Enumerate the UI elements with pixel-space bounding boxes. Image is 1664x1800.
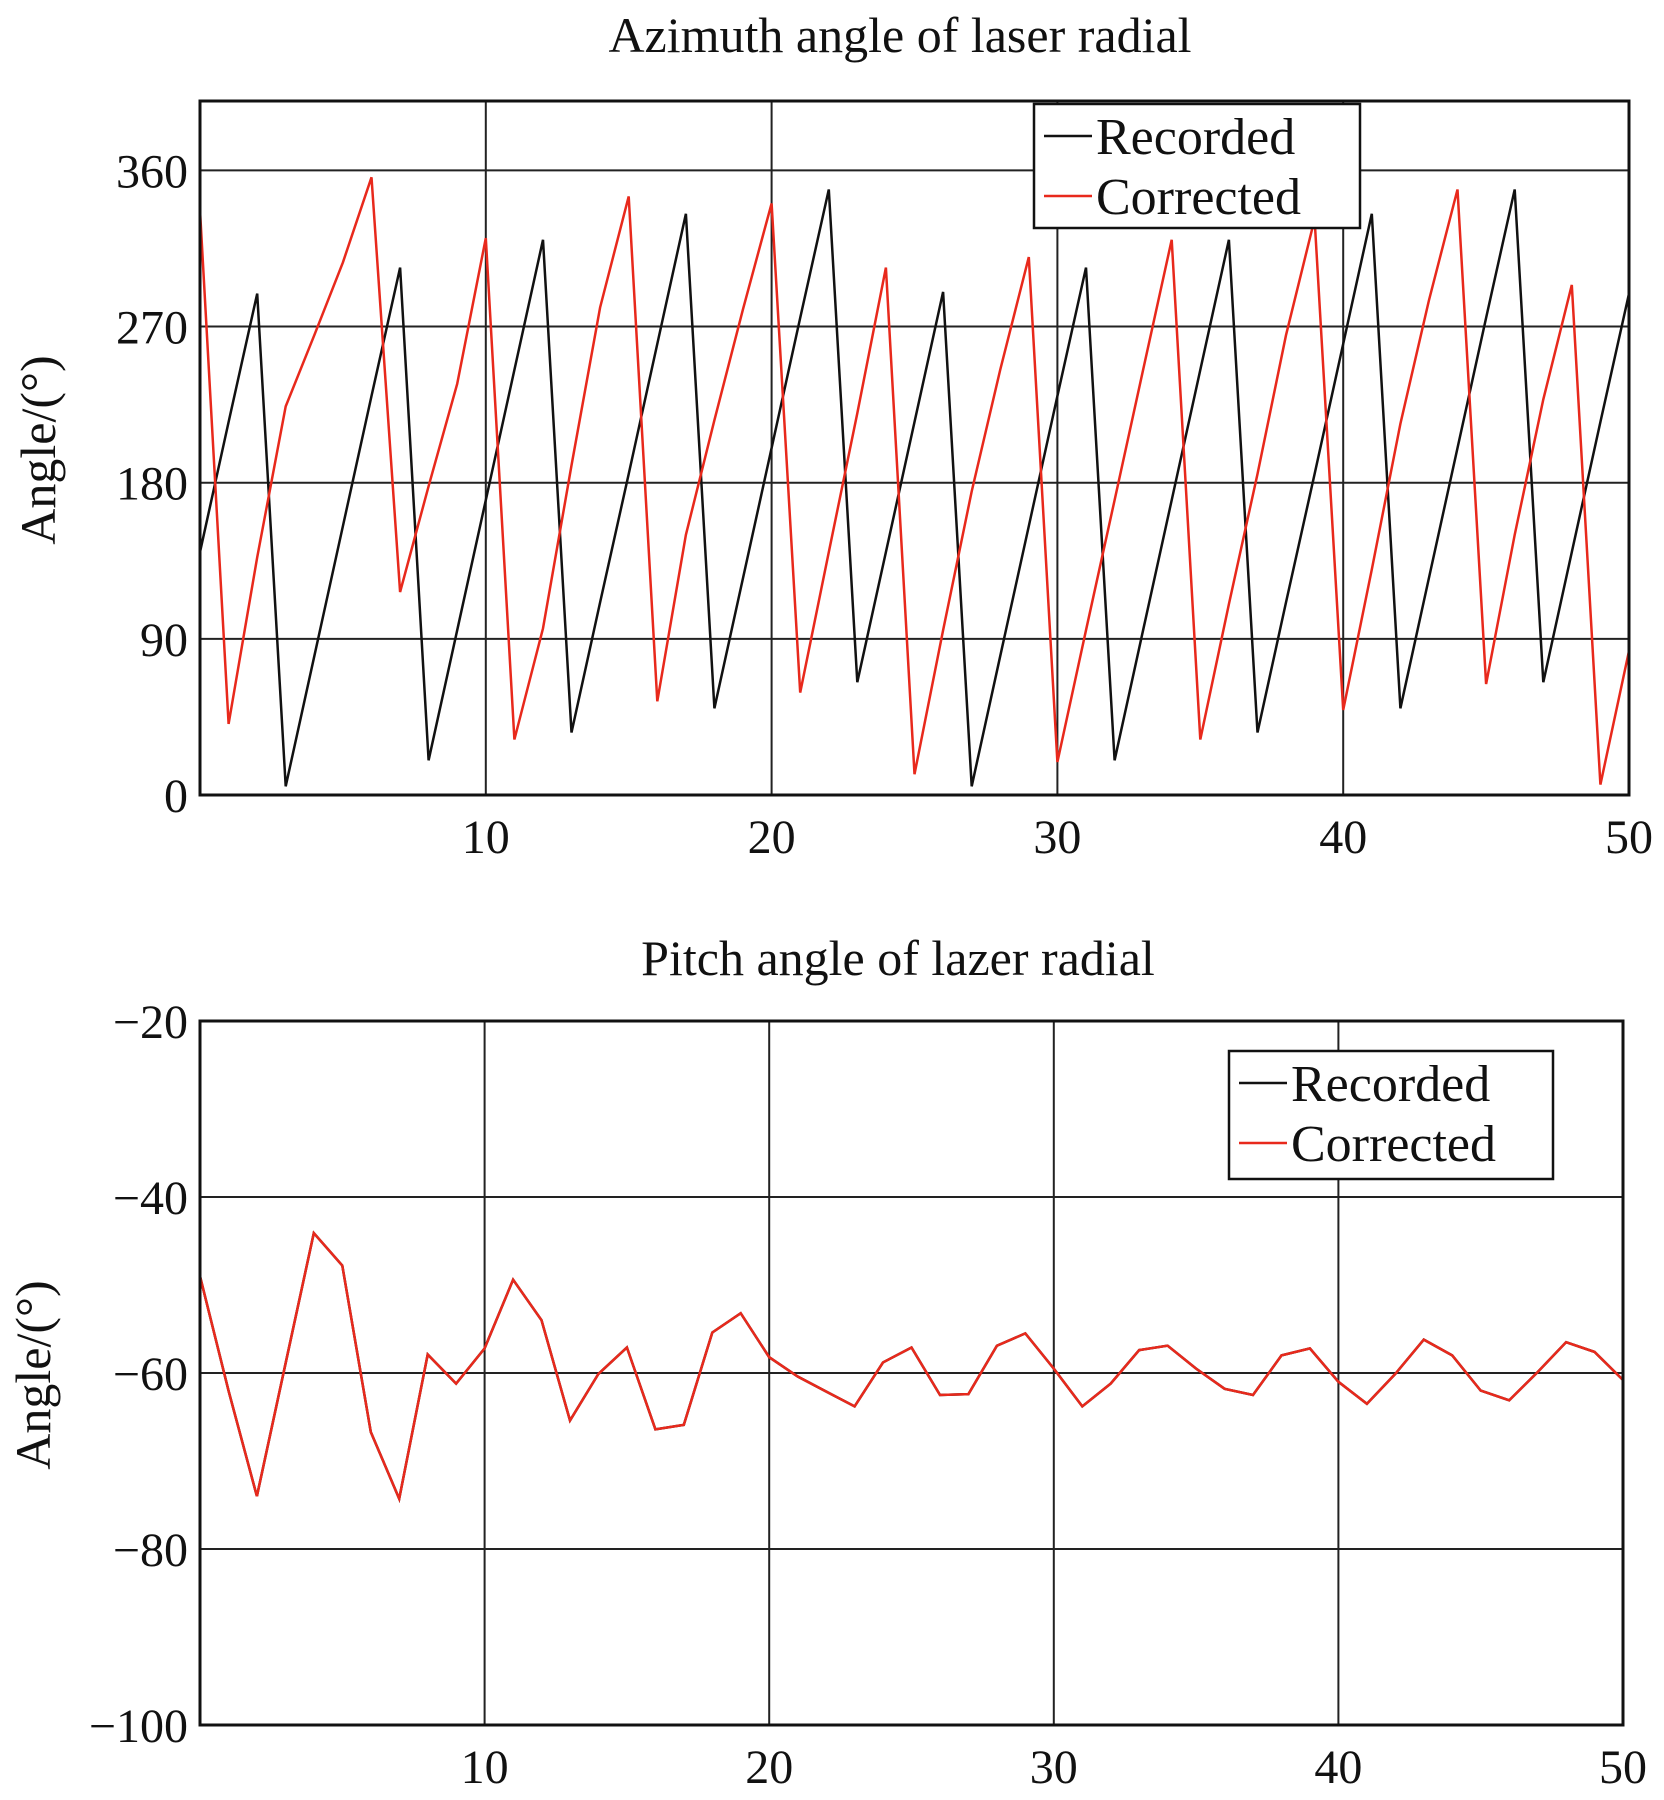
legend-label: Corrected	[1291, 1116, 1496, 1173]
y-tick-label: 180	[116, 458, 188, 511]
plot-frame	[198, 99, 1631, 797]
legend-label: Recorded	[1096, 109, 1295, 166]
x-tick-label: 30	[1033, 811, 1081, 864]
legend-label: Recorded	[1291, 1056, 1490, 1113]
x-tick-label: 10	[461, 1741, 509, 1794]
x-tick-label: 50	[1599, 1741, 1647, 1794]
chart-title: Pitch angle of lazer radial	[641, 930, 1155, 986]
y-tick-label: −20	[113, 996, 188, 1049]
plot-frame	[198, 1019, 1625, 1727]
chart-title: Azimuth angle of laser radial	[608, 7, 1191, 63]
y-axis-label: Angle/(°)	[10, 355, 66, 544]
pitch-chart: Pitch angle of lazer radial Angle/(°) 10…	[5, 930, 1647, 1794]
series-line-corrected	[198, 176, 1631, 785]
series-line-recorded	[198, 1230, 1624, 1504]
y-tick-label: 90	[140, 614, 188, 667]
y-tick-label: 0	[164, 770, 188, 823]
legend-label: Corrected	[1096, 169, 1301, 226]
x-tick-label: 40	[1319, 811, 1367, 864]
y-tick-label: −100	[89, 1700, 188, 1753]
y-tick-label: −80	[113, 1524, 188, 1577]
x-tick-label: 20	[748, 811, 796, 864]
x-tick-label: 50	[1605, 811, 1653, 864]
x-tick-label: 30	[1030, 1741, 1078, 1794]
series-line-recorded	[198, 189, 1631, 787]
y-axis-label: Angle/(°)	[5, 1280, 61, 1469]
azimuth-chart: Azimuth angle of laser radial Angle/(°) …	[10, 7, 1653, 864]
legend-box	[1227, 1049, 1555, 1181]
y-tick-label: −60	[113, 1348, 188, 1401]
legend-box	[1032, 102, 1362, 230]
x-tick-label: 20	[745, 1741, 793, 1794]
y-tick-label: −40	[113, 1172, 188, 1225]
y-tick-label: 270	[116, 302, 188, 355]
y-tick-label: 360	[116, 145, 188, 198]
x-tick-label: 10	[462, 811, 510, 864]
series-line-corrected	[198, 1230, 1624, 1504]
x-tick-label: 40	[1314, 1741, 1362, 1794]
